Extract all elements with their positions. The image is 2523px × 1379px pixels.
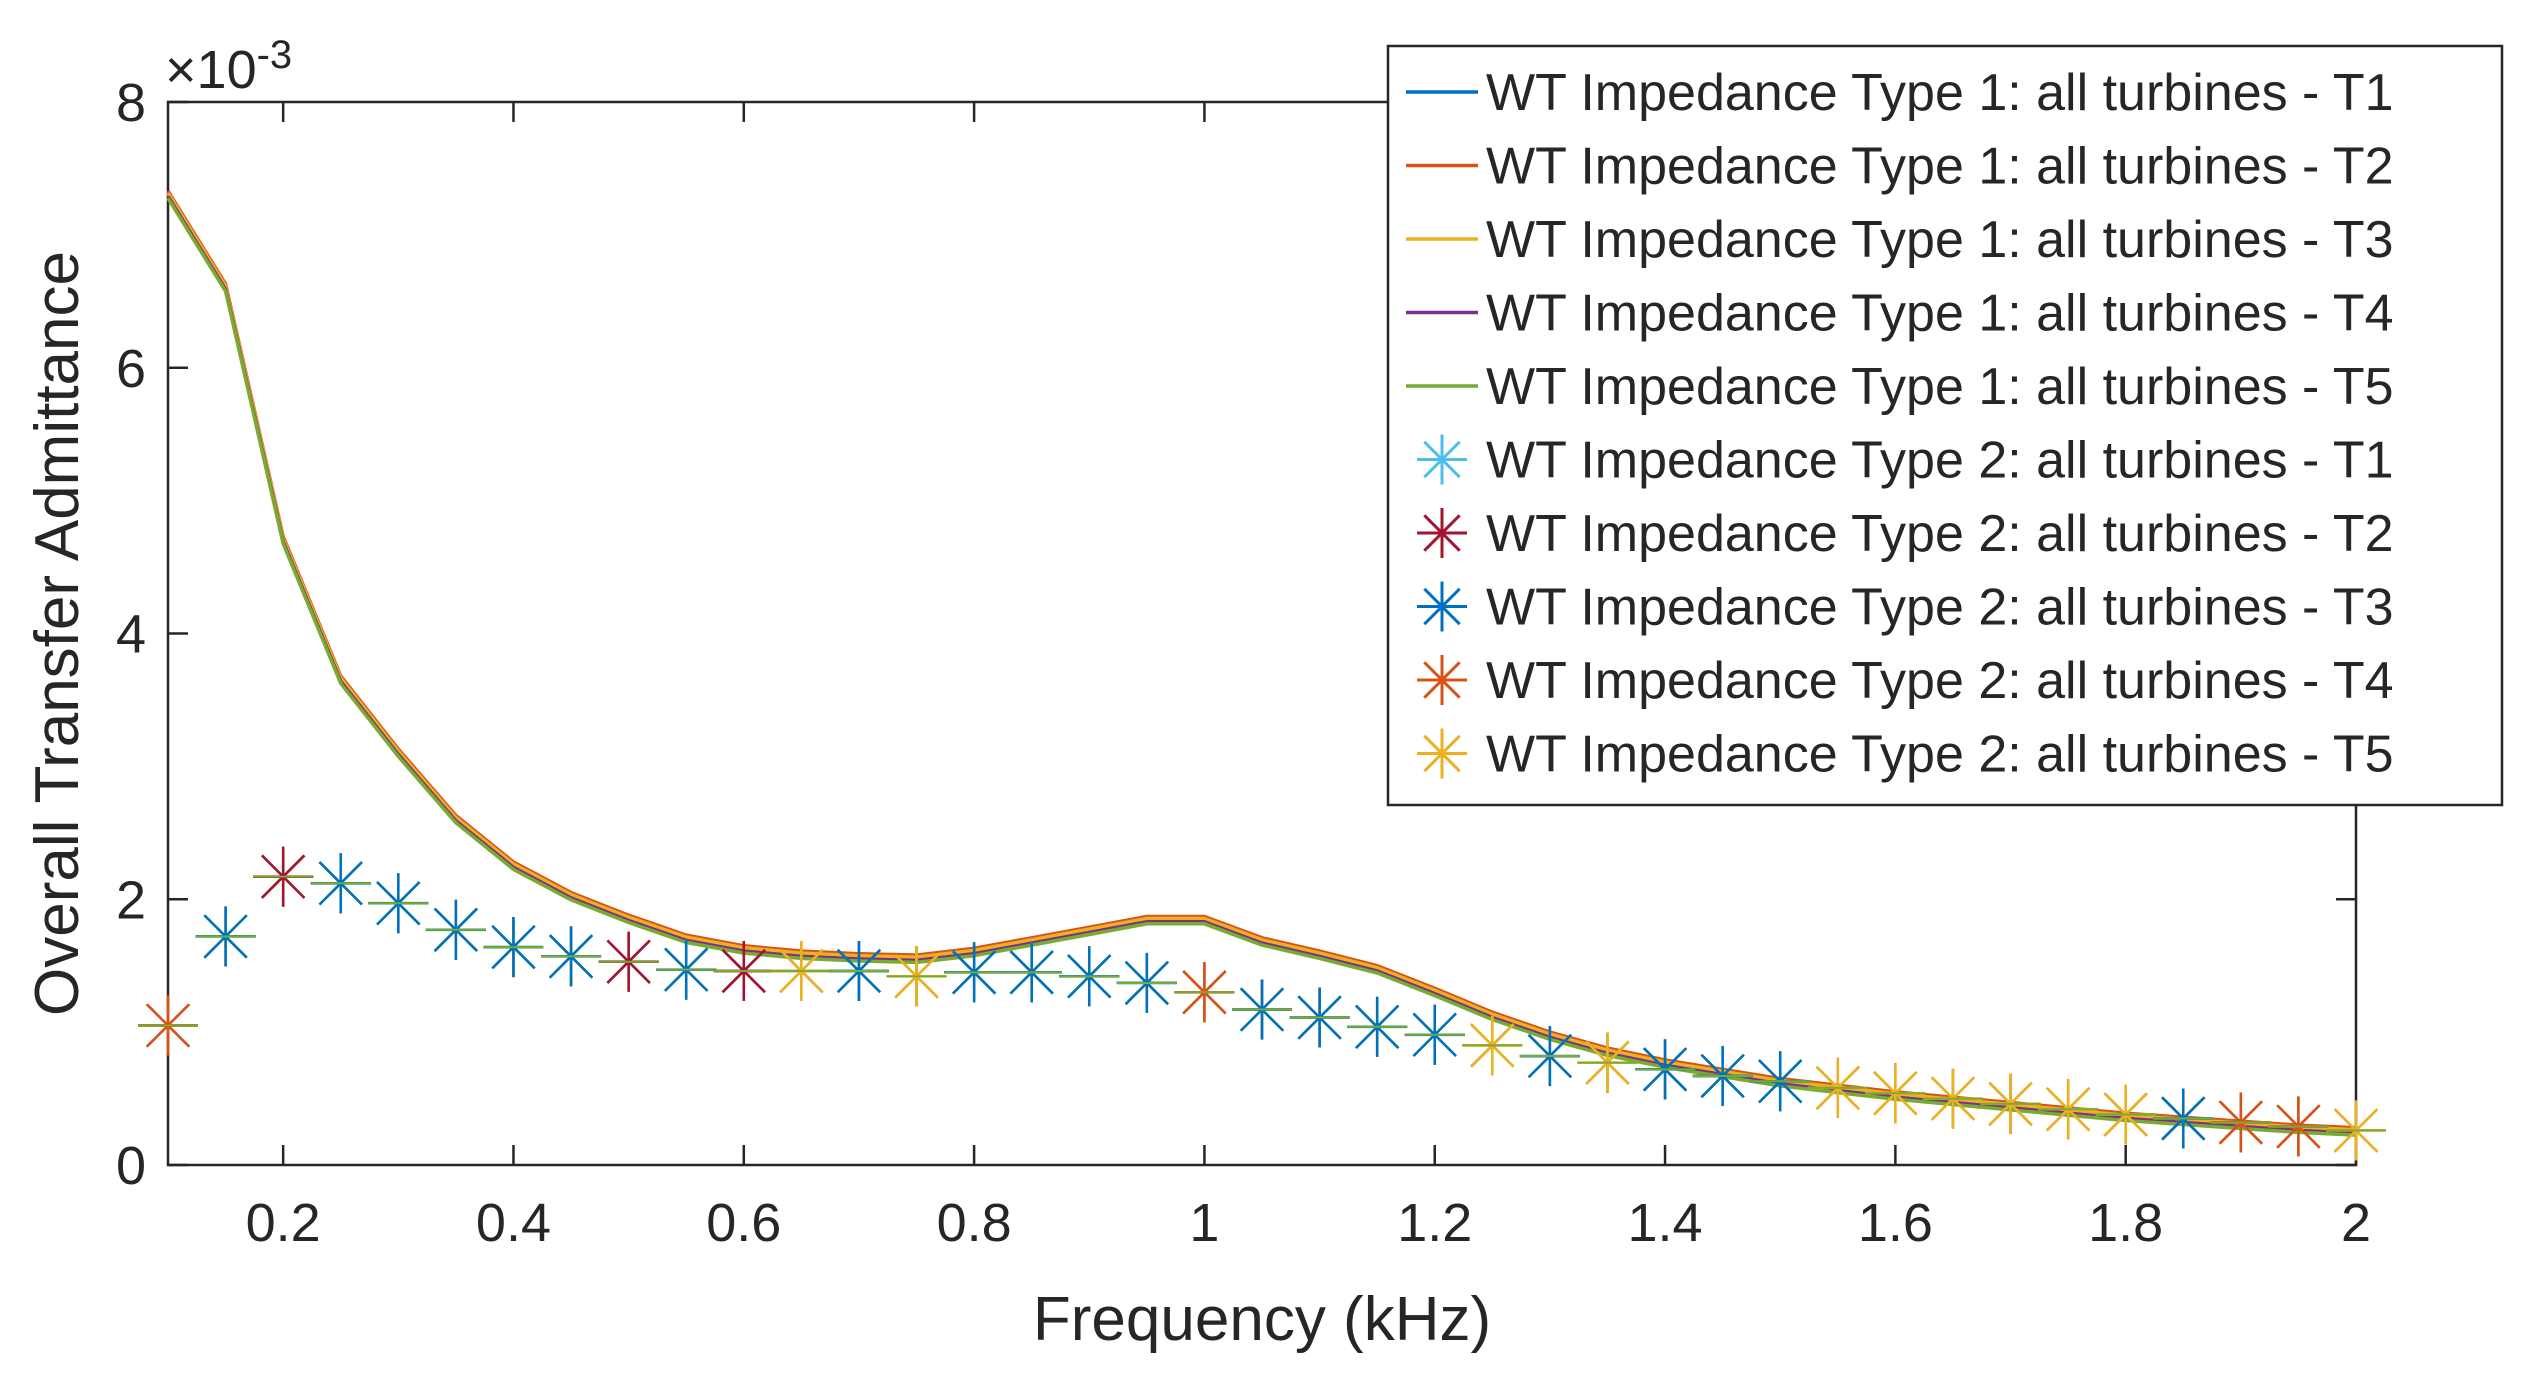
legend-swatch-marker <box>1417 655 1467 705</box>
marker-stroke <box>1423 440 1461 479</box>
legend-label: WT Impedance Type 1: all turbines - T5 <box>1486 358 2394 416</box>
marker-point <box>2095 1084 2156 1145</box>
legend-item-10: WT Impedance Type 2: all turbines - T5 <box>1417 726 2394 784</box>
series-line-t2 <box>166 190 2357 1130</box>
x-tick-label: 0.4 <box>476 1193 551 1253</box>
x-tick-label: 2 <box>2341 1193 2371 1253</box>
legend-label: WT Impedance Type 1: all turbines - T1 <box>1486 64 2394 122</box>
marker-point <box>828 941 889 1002</box>
marker-point <box>2038 1079 2099 1140</box>
y-tick-label: 2 <box>116 870 146 930</box>
x-tick-label: 0.2 <box>246 1193 321 1253</box>
marker-point <box>1347 996 1408 1057</box>
legend-item-6: WT Impedance Type 2: all turbines - T1 <box>1417 432 2394 490</box>
legend-item-1: WT Impedance Type 1: all turbines - T1 <box>1406 64 2394 122</box>
y-exponent-base: ×10 <box>165 40 257 100</box>
marker-point <box>1635 1039 1696 1100</box>
legend-item-9: WT Impedance Type 2: all turbines - T4 <box>1417 652 2394 710</box>
legend-label: WT Impedance Type 2: all turbines - T2 <box>1486 505 2394 563</box>
marker-point <box>253 846 314 907</box>
marker-point <box>483 917 544 978</box>
legend-swatch-marker <box>1417 728 1467 779</box>
legend-item-2: WT Impedance Type 1: all turbines - T2 <box>1406 138 2394 196</box>
y-exponent-power: -3 <box>257 33 293 77</box>
legend-label: WT Impedance Type 1: all turbines - T3 <box>1486 211 2394 269</box>
legend-item-8: WT Impedance Type 2: all turbines - T3 <box>1417 579 2394 637</box>
legend-box <box>1386 44 2504 807</box>
series-line-t5 <box>166 197 2357 1137</box>
marker-point <box>944 942 1005 1003</box>
plot-markers <box>138 846 2386 1161</box>
x-tick-label: 1.6 <box>1858 1193 1933 1253</box>
marker-point <box>1059 946 1120 1007</box>
marker-point <box>2268 1096 2329 1157</box>
legend-item-4: WT Impedance Type 1: all turbines - T4 <box>1406 285 2394 343</box>
x-tick-label: 0.8 <box>937 1193 1012 1253</box>
marker-point <box>310 853 371 914</box>
marker-point <box>1519 1026 1580 1087</box>
marker-point <box>2326 1100 2386 1161</box>
marker-point <box>195 906 256 967</box>
marker-point <box>1404 1004 1465 1065</box>
marker-point <box>1174 962 1235 1023</box>
legend: WT Impedance Type 1: all turbines - T1 WT… <box>1386 44 2504 807</box>
x-axis-label: Frequency (kHz) <box>1033 1285 1491 1354</box>
series-line-t4 <box>166 195 2357 1135</box>
y-tick-label: 4 <box>116 605 146 665</box>
legend-label: WT Impedance Type 2: all turbines - T1 <box>1486 432 2394 490</box>
marker-point <box>368 873 429 934</box>
marker-point <box>1922 1068 1983 1129</box>
marker-point <box>1577 1032 1638 1093</box>
legend-swatch-marker <box>1417 434 1467 485</box>
marker-point <box>2153 1088 2214 1149</box>
legend-item-5: WT Impedance Type 1: all turbines - T5 <box>1406 358 2394 416</box>
legend-label: WT Impedance Type 2: all turbines - T3 <box>1486 579 2394 637</box>
marker-point <box>1232 979 1292 1040</box>
x-tick-label: 1 <box>1189 1193 1219 1253</box>
marker-stroke <box>1423 734 1461 773</box>
legend-swatch-marker <box>1417 581 1467 632</box>
marker-point <box>886 946 947 1007</box>
legend-item-3: WT Impedance Type 1: all turbines - T3 <box>1406 211 2394 269</box>
x-tick-label: 1.8 <box>2088 1193 2163 1253</box>
marker-point <box>541 926 602 987</box>
marker-point <box>425 899 486 960</box>
y-exponent-label: ×10-3 <box>165 33 292 100</box>
x-tick-label: 1.4 <box>1628 1193 1703 1253</box>
y-tick-label: 6 <box>116 339 146 399</box>
y-tick-label: 8 <box>116 73 146 133</box>
legend-label: WT Impedance Type 1: all turbines - T2 <box>1486 138 2394 196</box>
legend-label: WT Impedance Type 1: all turbines - T4 <box>1486 285 2394 343</box>
legend-label: WT Impedance Type 2: all turbines - T5 <box>1486 726 2394 784</box>
marker-point <box>1807 1057 1868 1118</box>
legend-label: WT Impedance Type 2: all turbines - T4 <box>1486 652 2394 710</box>
marker-point <box>1462 1015 1523 1076</box>
marker-point <box>1865 1063 1926 1124</box>
marker-stroke <box>1423 587 1461 626</box>
marker-point <box>1750 1051 1811 1112</box>
marker-point <box>1289 987 1350 1048</box>
marker-point <box>598 931 659 992</box>
y-axis-label: Overall Transfer Admittance <box>23 251 92 1016</box>
marker-point <box>1001 942 1062 1003</box>
legend-swatch-marker <box>1417 508 1467 558</box>
x-tick-label: 0.6 <box>706 1193 781 1253</box>
marker-point <box>713 941 774 1002</box>
marker-stroke <box>1423 661 1461 699</box>
marker-stroke <box>1423 514 1461 552</box>
marker-point <box>138 995 198 1056</box>
marker-point <box>1692 1045 1753 1106</box>
marker-point <box>1980 1073 2041 1134</box>
marker-point <box>771 941 832 1002</box>
y-tick-label: 0 <box>116 1136 146 1196</box>
marker-point <box>2210 1092 2271 1153</box>
marker-point <box>1116 952 1177 1013</box>
x-tick-label: 1.2 <box>1397 1193 1472 1253</box>
marker-point <box>656 939 717 1000</box>
axis-ticks: 0.2 0.4 0.6 0.8 1 1.2 1.4 1.6 1.8 2 0 2 4 6 8 <box>116 73 2371 1253</box>
legend-item-7: WT Impedance Type 2: all turbines - T2 <box>1417 505 2394 563</box>
